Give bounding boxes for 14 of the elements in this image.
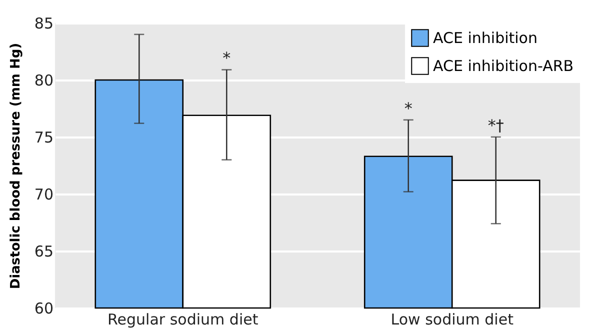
y-tick-label: 65 [34,242,54,260]
data-label: * [222,48,231,68]
data-label: * [404,98,412,118]
x-tick-label: Regular sodium diet [108,310,258,328]
legend-label: ACE inhibition-ARB [433,57,574,75]
y-axis-title: Diastolic blood pressure (mm Hg) [8,42,24,290]
y-tick-label: 75 [34,128,54,146]
y-tick-label: 80 [34,72,54,90]
data-label: *† [488,116,504,135]
legend-label: ACE inhibition [433,29,538,47]
x-tick-label: Low sodium diet [390,310,514,328]
y-tick-label: 60 [34,300,54,318]
y-tick-label: 85 [34,14,54,32]
y-tick-label: 70 [34,186,54,204]
